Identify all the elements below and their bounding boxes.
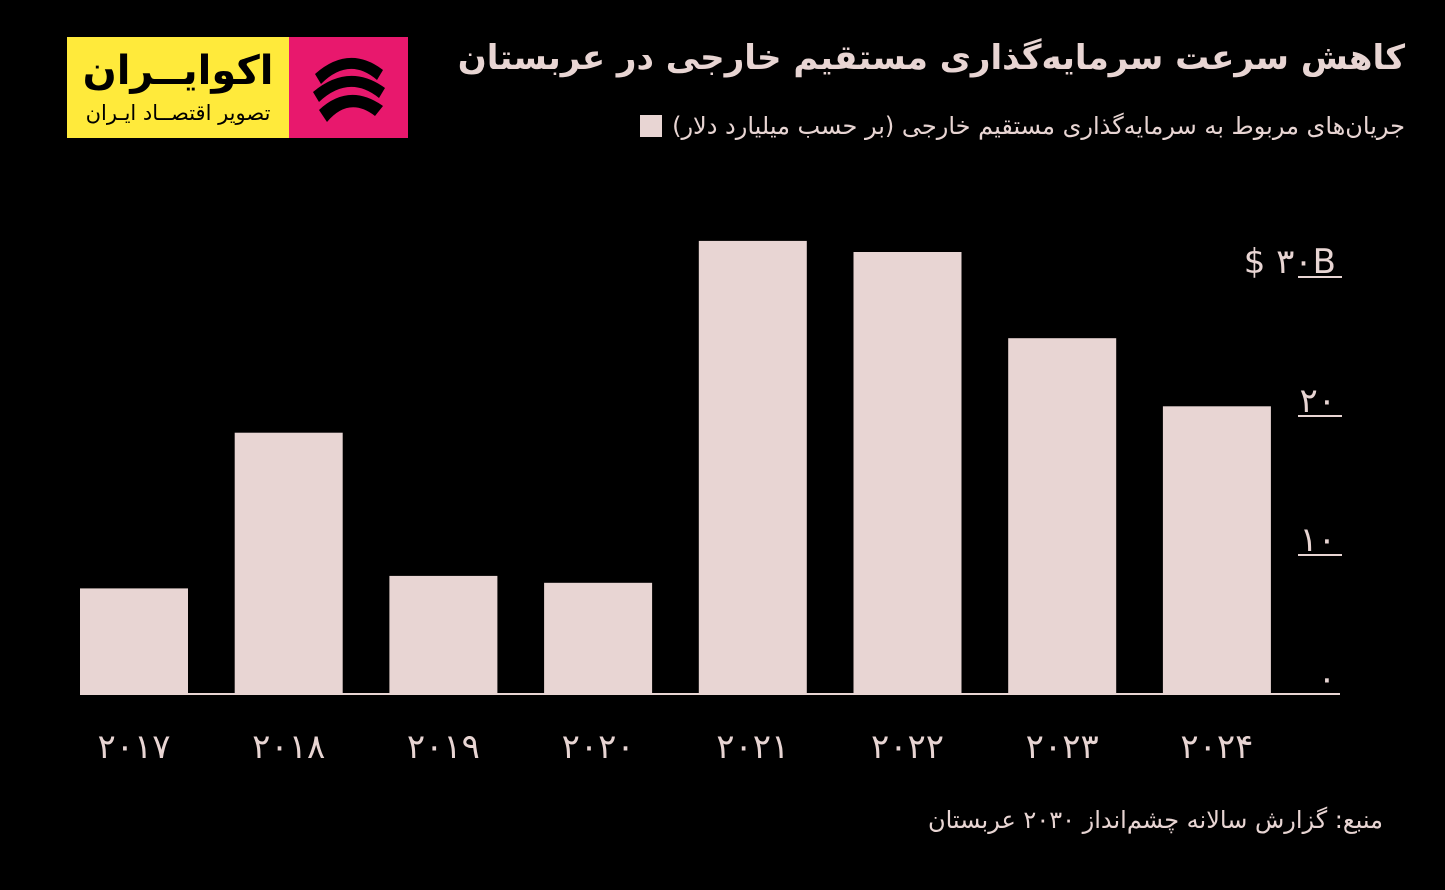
x-tick-label: ۲۰۱۸ <box>252 727 325 767</box>
chart-title: کاهش سرعت سرمایه‌گذاری مستقیم خارجی در ع… <box>457 38 1405 78</box>
swirl-logo-icon <box>312 57 385 122</box>
x-tick-label: ۲۰۲۲ <box>871 727 944 767</box>
logo-tagline: تصویر اقتصــاد ایـران <box>85 101 271 125</box>
bar-7 <box>1162 406 1271 694</box>
y-tick-label: $ ۳۰B <box>1244 242 1336 282</box>
x-tick-label: ۲۰۱۷ <box>97 727 170 767</box>
x-tick-label: ۲۰۲۱ <box>716 727 789 767</box>
y-tick-label: ۰ <box>1318 659 1336 699</box>
source-note: منبع: گزارش سالانه چشم‌انداز ۲۰۳۰ عربستا… <box>927 806 1383 834</box>
y-tick-label: ۱۰ <box>1299 520 1336 560</box>
logo-name: اکوایــران <box>82 48 274 94</box>
y-tick-label: ۲۰ <box>1299 381 1336 421</box>
logo-icon-block <box>289 37 408 138</box>
logo: اکوایــران تصویر اقتصــاد ایـران <box>67 37 408 138</box>
x-tick-label: ۲۰۱۹ <box>407 727 480 767</box>
legend-label: جریان‌های مربوط به سرمایه‌گذاری مستقیم خ… <box>672 112 1405 140</box>
bar-2 <box>389 575 498 694</box>
x-tick-label: ۲۰۲۳ <box>1026 727 1099 767</box>
bar-4 <box>698 240 807 694</box>
bar-6 <box>1008 338 1117 694</box>
x-tick-label: ۲۰۲۴ <box>1180 727 1253 767</box>
x-tick-label: ۲۰۲۰ <box>562 727 635 767</box>
legend-swatch <box>640 115 663 137</box>
logo-text-block: اکوایــران تصویر اقتصــاد ایـران <box>67 37 289 138</box>
bar-5 <box>853 252 962 694</box>
bar-0 <box>80 588 188 694</box>
bar-3 <box>544 582 653 694</box>
bar-1 <box>234 432 343 694</box>
legend: جریان‌های مربوط به سرمایه‌گذاری مستقیم خ… <box>640 112 1405 140</box>
